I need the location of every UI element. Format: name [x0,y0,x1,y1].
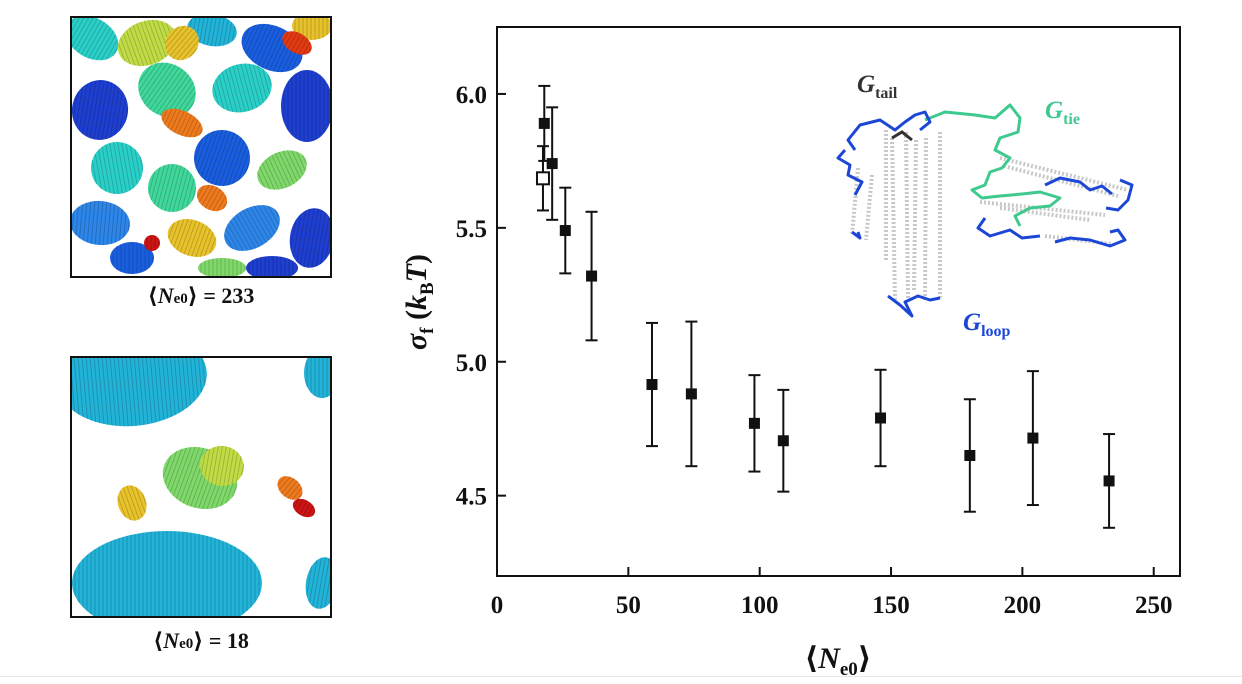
snapshot-ne0-233 [70,16,332,278]
bottom-rule [0,676,1242,677]
crystal-domain [187,18,237,47]
crystal-domain [72,531,262,616]
g-loop-label: Gloop [963,309,1011,340]
data-point [646,379,658,391]
crystal-domain [246,256,298,276]
crystal-domain [144,235,160,251]
x-tick-label-200: 200 [1004,592,1042,619]
x-axis-title: ⟨Ne0⟩ [804,642,871,680]
x-tick-label-100: 100 [741,592,779,619]
loop-segment-right [976,176,1134,248]
crystal-domain [72,200,130,246]
y-tick-label-4.5: 4.5 [456,484,487,511]
crystal-domain [164,25,200,61]
data-point [964,449,976,461]
crystal-domains [72,358,330,616]
data-point [586,270,598,282]
axis-ticks: 0 50 100 150 200 250 4.5 5.0 5.5 6.0 [456,82,1173,619]
crystal-domain [282,31,313,56]
crystal-domain [304,358,330,398]
crystal-domain [277,475,303,500]
data-point [875,412,887,424]
crystal-domain [305,557,330,609]
crystal-domain [148,163,197,213]
data-point [777,435,789,447]
y-tick-label-5: 5.0 [456,350,487,377]
data-point [1103,475,1115,487]
crystal-domain [137,62,197,118]
snapshot-ne0-18-image [72,358,330,616]
data-point [685,388,697,400]
crystal-domain [72,18,119,61]
y-tick-label-5.5: 5.5 [456,216,487,243]
crystal-domain [91,141,144,195]
x-tick-label-250: 250 [1135,592,1173,619]
crystal-domain [110,242,154,274]
snapshot-top-caption: ⟨Ne0⟩ = 233 [147,283,255,308]
loop-segment-left [836,110,941,318]
crystal-domain [292,498,316,518]
crystal-domain [167,218,217,258]
data-point-open [535,171,550,186]
data-point [538,117,550,129]
y-tick-label-6: 6.0 [456,82,487,109]
crystal-domain [196,184,228,212]
crystal-domain [117,19,177,67]
chain-conformation-inset [836,103,1134,318]
crystal-domain [198,258,246,276]
tie-segment [924,103,1062,227]
snapshot-ne0-233-image [72,18,330,276]
crystal-domain [281,70,330,142]
g-tail-label: Gtail [857,71,898,102]
crystal-domain [72,79,129,140]
data-point [748,417,760,429]
grey-stems [850,130,1129,301]
crystal-domain [117,485,147,521]
crystal-domain [223,204,281,252]
crystal-domain [257,150,308,190]
plot-frame [496,26,1181,577]
crystal-domain [200,445,245,487]
crystal-domain [193,129,251,187]
crystal-domain [289,208,330,268]
data-marks [535,84,1116,529]
data-point [546,158,558,170]
g-tie-label: Gtie [1045,97,1080,128]
crystal-domain [72,358,207,427]
snapshot-ne0-18 [70,356,332,618]
crystal-domains [72,18,330,276]
x-tick-label-50: 50 [616,592,641,619]
crystal-domain [161,108,203,138]
data-point [559,225,571,237]
crystal-domain [212,63,273,113]
x-tick-label-0: 0 [491,592,504,619]
y-axis-title: σf (kBT) [400,254,438,350]
snapshot-bottom-caption: ⟨Ne0⟩ = 18 [153,628,249,653]
tail-segment [891,130,913,142]
data-point [1027,432,1039,444]
x-tick-label-150: 150 [872,592,910,619]
